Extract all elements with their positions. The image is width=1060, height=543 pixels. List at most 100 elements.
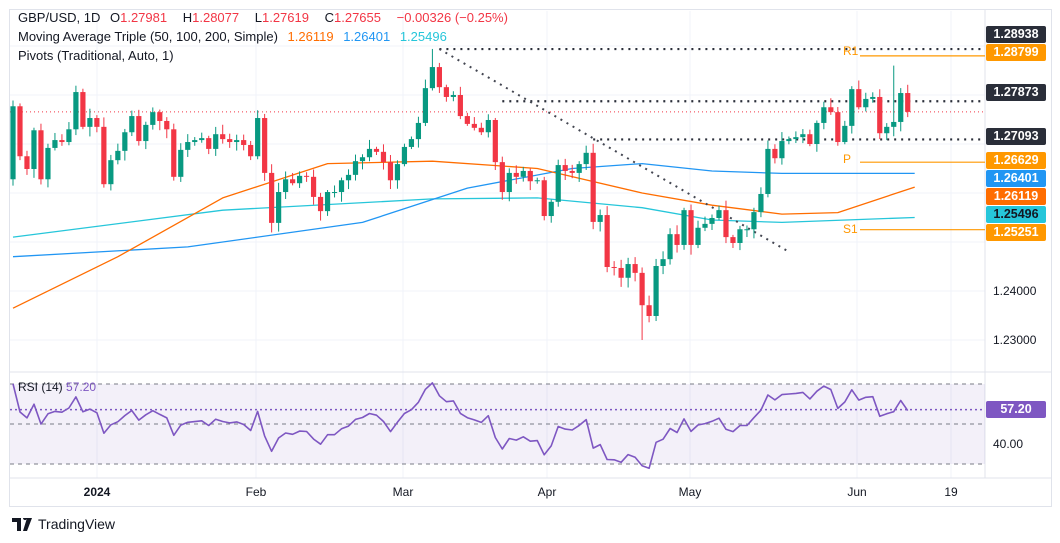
candle-body — [471, 123, 477, 128]
candle-body — [828, 107, 834, 113]
candle-body — [150, 112, 156, 125]
candle-body — [303, 175, 310, 177]
candle-body — [835, 112, 841, 143]
x-tick: Mar — [392, 485, 414, 499]
candle-body — [737, 229, 743, 243]
candle-body — [793, 137, 799, 140]
candle-body — [513, 172, 519, 177]
candle-body — [583, 152, 589, 165]
candle-body — [639, 272, 645, 306]
candle-body — [765, 148, 771, 194]
candle-body — [905, 93, 911, 112]
price-tag-level: 1.27093 — [986, 128, 1046, 145]
ma100-value: 1.26401 — [343, 29, 391, 44]
candle-body — [94, 118, 100, 127]
candle-body — [569, 170, 575, 173]
candle-body — [73, 92, 79, 130]
candle-body — [269, 172, 275, 223]
candle-body — [541, 180, 547, 217]
candle-body — [80, 92, 86, 127]
candle-body — [618, 267, 624, 278]
price-tag-level: 1.28938 — [986, 26, 1046, 43]
candle-body — [262, 118, 268, 173]
chart-canvas[interactable] — [0, 0, 1060, 510]
pivot-r1-label: R1 — [843, 44, 859, 58]
candle-body — [66, 129, 72, 143]
candle-body — [807, 134, 813, 144]
candle-body — [192, 140, 198, 143]
candle-body — [157, 112, 163, 121]
candle-body — [31, 130, 37, 169]
price-tag-ma100: 1.26401 — [986, 170, 1046, 187]
candle-body — [499, 162, 505, 193]
open-value: 1.27981 — [120, 10, 168, 25]
ma200-line — [12, 197, 915, 238]
candle-body — [576, 164, 582, 173]
ma100-line — [12, 162, 915, 258]
candle-body — [821, 107, 827, 123]
candle-body — [814, 122, 820, 144]
rsi-legend-value: 57.20 — [66, 380, 97, 394]
candle-body — [255, 118, 261, 157]
low-value: 1.27619 — [261, 10, 309, 25]
ma50-line — [12, 160, 915, 309]
candle-body — [716, 210, 722, 218]
candle-body — [723, 210, 729, 238]
candle-body — [877, 96, 883, 134]
candle-body — [492, 119, 498, 163]
pivots-legend: Pivots (Traditional, Auto, 1) — [18, 48, 180, 63]
candle-body — [779, 141, 785, 159]
candle-body — [891, 121, 897, 127]
candle-body — [373, 148, 380, 152]
candle-body — [136, 116, 142, 142]
pivots-title[interactable]: Pivots (Traditional, Auto, 1) — [18, 48, 174, 63]
candle-body — [394, 164, 401, 181]
candle-body — [87, 118, 93, 127]
candle-body — [709, 217, 715, 224]
candle-body — [730, 237, 736, 243]
candle-body — [59, 140, 65, 143]
candle-body — [863, 98, 869, 108]
candle-body — [366, 148, 373, 158]
candle-body — [415, 122, 422, 140]
price-tag-level: 1.27873 — [986, 84, 1046, 101]
price-tag-ma200: 1.25496 — [986, 206, 1046, 223]
candle-body — [115, 150, 121, 161]
candle-body — [317, 196, 324, 212]
candle-body — [653, 266, 659, 316]
ma200-value: 1.25496 — [399, 29, 447, 44]
candle-body — [646, 305, 652, 316]
candle-body — [485, 119, 491, 133]
candle-body — [408, 139, 415, 147]
candle-body — [290, 179, 296, 184]
ma-title[interactable]: Moving Average Triple (50, 100, 200, Sim… — [18, 29, 278, 44]
high-value: 1.28077 — [192, 10, 240, 25]
x-tick: Jun — [847, 485, 867, 499]
candle-body — [898, 93, 904, 122]
candle-body — [227, 139, 233, 143]
candle-body — [199, 138, 205, 141]
candle-body — [758, 193, 764, 213]
symbol-label[interactable]: GBP/USD, 1D — [18, 10, 101, 25]
symbol-legend: GBP/USD, 1D O1.27981 H1.28077 L1.27619 C… — [18, 10, 514, 25]
tradingview-brand[interactable]: TradingView — [12, 516, 115, 532]
candle-body — [786, 139, 792, 142]
ma50-value: 1.26119 — [287, 29, 334, 44]
price-tag-p: 1.26629 — [986, 152, 1046, 169]
candle-body — [310, 176, 317, 197]
candle-body — [688, 210, 694, 245]
rsi-legend: RSI (14) 57.20 — [18, 380, 96, 394]
rsi-title[interactable]: RSI (14) — [18, 380, 63, 394]
candle-body — [129, 116, 135, 133]
candle-body — [590, 152, 596, 222]
candle-body — [380, 151, 387, 163]
candle-body — [345, 174, 352, 181]
candle-body — [17, 106, 23, 157]
candle-body — [108, 160, 114, 185]
candle-body — [849, 89, 855, 126]
candle-body — [611, 266, 617, 268]
candle-body — [695, 227, 701, 245]
candle-body — [101, 126, 107, 185]
chart-frame — [9, 9, 1052, 507]
candle-body — [681, 210, 687, 245]
